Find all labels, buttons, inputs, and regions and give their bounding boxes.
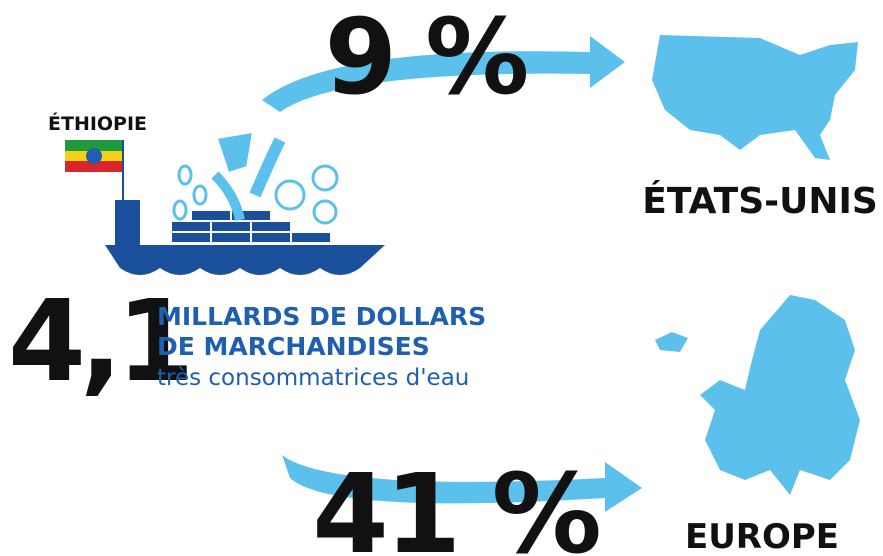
flag xyxy=(65,140,124,200)
flow-arrow xyxy=(282,455,642,512)
europe-map xyxy=(700,295,860,495)
description-line: très consommatrices d'eau xyxy=(157,365,469,391)
origin-label: ÉTHIOPIE xyxy=(48,112,147,135)
flow-percent: 41 % xyxy=(312,450,598,556)
destination-label: EUROPE xyxy=(685,517,839,556)
us-map xyxy=(652,35,858,160)
description-line: MILLARDS DE DOLLARS xyxy=(157,302,486,331)
iceland xyxy=(655,332,688,352)
goods-icons xyxy=(172,133,339,225)
description-line: DE MARCHANDISES xyxy=(157,332,430,361)
total-value: 4,1 xyxy=(8,277,188,407)
flow-arrow xyxy=(262,36,625,112)
flow-percent: 9 % xyxy=(325,0,527,118)
destination-label: ÉTATS-UNIS xyxy=(642,180,878,222)
ship xyxy=(105,200,385,275)
